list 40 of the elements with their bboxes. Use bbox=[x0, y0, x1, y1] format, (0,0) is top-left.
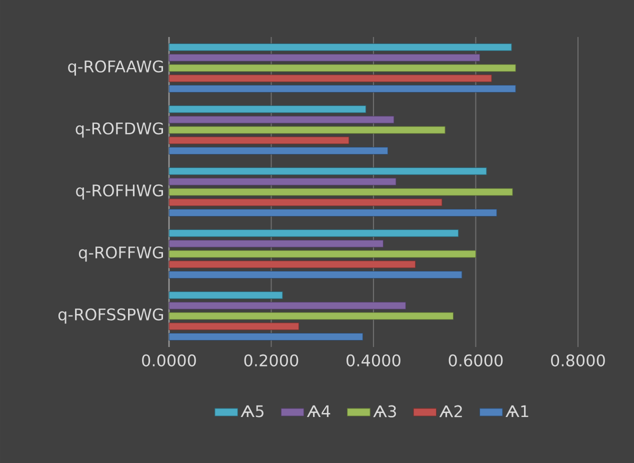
bar bbox=[168, 250, 476, 258]
bar bbox=[168, 198, 442, 206]
bar bbox=[168, 240, 384, 248]
bar bbox=[168, 322, 300, 330]
legend-label: Ѧ1 bbox=[506, 405, 528, 418]
bar bbox=[168, 188, 513, 196]
bar bbox=[168, 271, 462, 279]
bar bbox=[168, 229, 459, 237]
bar bbox=[168, 333, 364, 341]
y-tick-label: q-ROFFWG bbox=[78, 246, 163, 262]
y-tick-label: q-ROFHWG bbox=[76, 184, 163, 200]
y-tick-label: q-ROFDWG bbox=[76, 122, 163, 138]
bar bbox=[168, 54, 480, 62]
legend-label: Ѧ4 bbox=[306, 405, 330, 418]
bar bbox=[168, 167, 487, 175]
bar bbox=[168, 64, 516, 72]
bar bbox=[168, 74, 492, 82]
y-tick-label: q-ROFSSPWG bbox=[58, 308, 164, 324]
x-tick-label: 0.2000 bbox=[244, 354, 298, 366]
bar bbox=[168, 43, 512, 51]
bar bbox=[168, 136, 350, 144]
bar bbox=[168, 147, 388, 155]
bar bbox=[168, 178, 396, 186]
bar bbox=[168, 126, 446, 134]
bar bbox=[168, 302, 406, 310]
y-tick-label: q-ROFAAWG bbox=[68, 60, 163, 76]
legend-label: Ѧ5 bbox=[240, 405, 264, 418]
x-tick-label: 0.8000 bbox=[551, 354, 605, 366]
legend-label: Ѧ2 bbox=[439, 405, 462, 418]
legend-label: Ѧ3 bbox=[373, 405, 396, 418]
bar bbox=[168, 260, 416, 268]
bar bbox=[168, 116, 394, 124]
x-tick-label: 0.0000 bbox=[142, 354, 196, 366]
bar bbox=[168, 85, 516, 93]
x-tick-label: 0.4000 bbox=[346, 354, 400, 366]
bar bbox=[168, 291, 283, 299]
bar bbox=[168, 209, 497, 217]
bar bbox=[168, 312, 454, 320]
bar bbox=[168, 105, 366, 113]
x-tick-label: 0.6000 bbox=[448, 354, 503, 366]
